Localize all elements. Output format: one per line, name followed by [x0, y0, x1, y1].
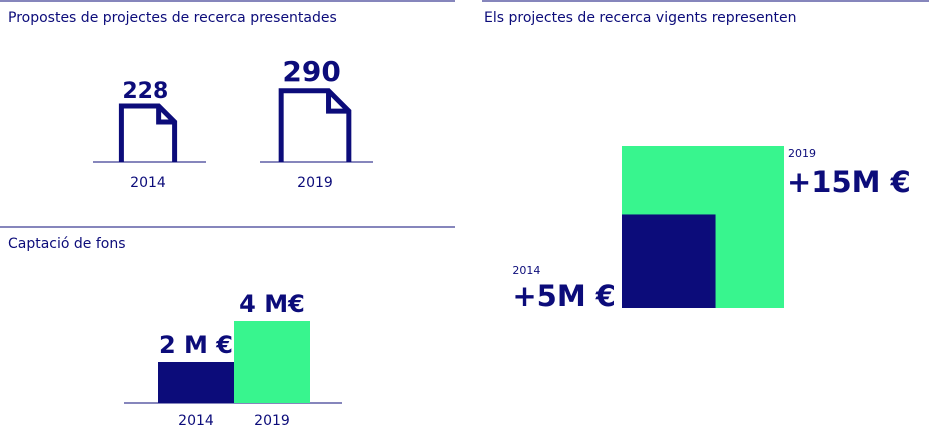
value-label: 228: [122, 79, 168, 104]
bar: [234, 321, 310, 403]
year-label: 2019: [788, 147, 816, 160]
year-label: 2019: [254, 413, 290, 426]
bar: [158, 362, 234, 403]
year-label: 2014: [178, 413, 214, 426]
year-label: 2014: [512, 264, 540, 277]
document-icon: [278, 88, 352, 162]
year-label: 2014: [130, 175, 166, 191]
value-label: 2 M €: [159, 331, 233, 359]
year-label: 2019: [297, 175, 333, 191]
value-label: 290: [282, 55, 340, 88]
square: [622, 214, 716, 308]
document-icon: [118, 103, 178, 162]
chart-title: Captació de fons: [8, 236, 126, 252]
chart-title: Propostes de projectes de recerca presen…: [8, 10, 337, 26]
value-label: +5M €: [512, 279, 616, 313]
value-label: 4 M€: [239, 290, 305, 318]
chart-title: Els projectes de recerca vigents represe…: [484, 10, 796, 26]
value-label: +15M €: [787, 165, 911, 199]
